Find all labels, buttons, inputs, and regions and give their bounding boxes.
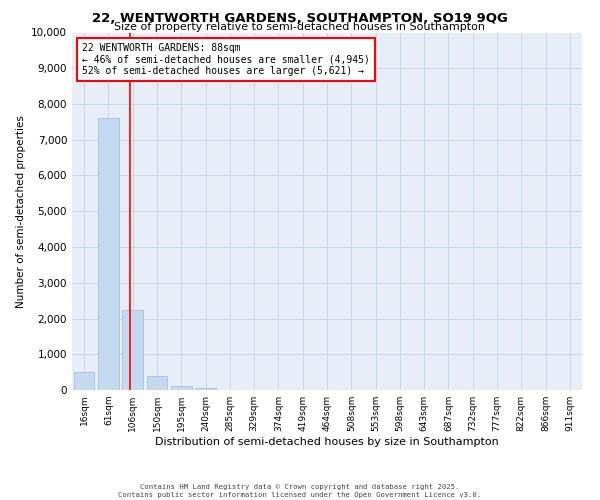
Text: Contains HM Land Registry data © Crown copyright and database right 2025.
Contai: Contains HM Land Registry data © Crown c…	[118, 484, 482, 498]
Bar	[122, 310, 143, 390]
Bar	[98, 118, 119, 390]
Text: 22, WENTWORTH GARDENS, SOUTHAMPTON, SO19 9QG: 22, WENTWORTH GARDENS, SOUTHAMPTON, SO19…	[92, 12, 508, 26]
Text: Size of property relative to semi-detached houses in Southampton: Size of property relative to semi-detach…	[115, 22, 485, 32]
Y-axis label: Number of semi-detached properties: Number of semi-detached properties	[16, 115, 26, 308]
Bar	[74, 372, 94, 390]
X-axis label: Distribution of semi-detached houses by size in Southampton: Distribution of semi-detached houses by …	[155, 437, 499, 447]
Bar	[195, 388, 216, 390]
Text: 22 WENTWORTH GARDENS: 88sqm
← 46% of semi-detached houses are smaller (4,945)
52: 22 WENTWORTH GARDENS: 88sqm ← 46% of sem…	[82, 43, 370, 76]
Bar	[171, 386, 191, 390]
Bar	[146, 376, 167, 390]
